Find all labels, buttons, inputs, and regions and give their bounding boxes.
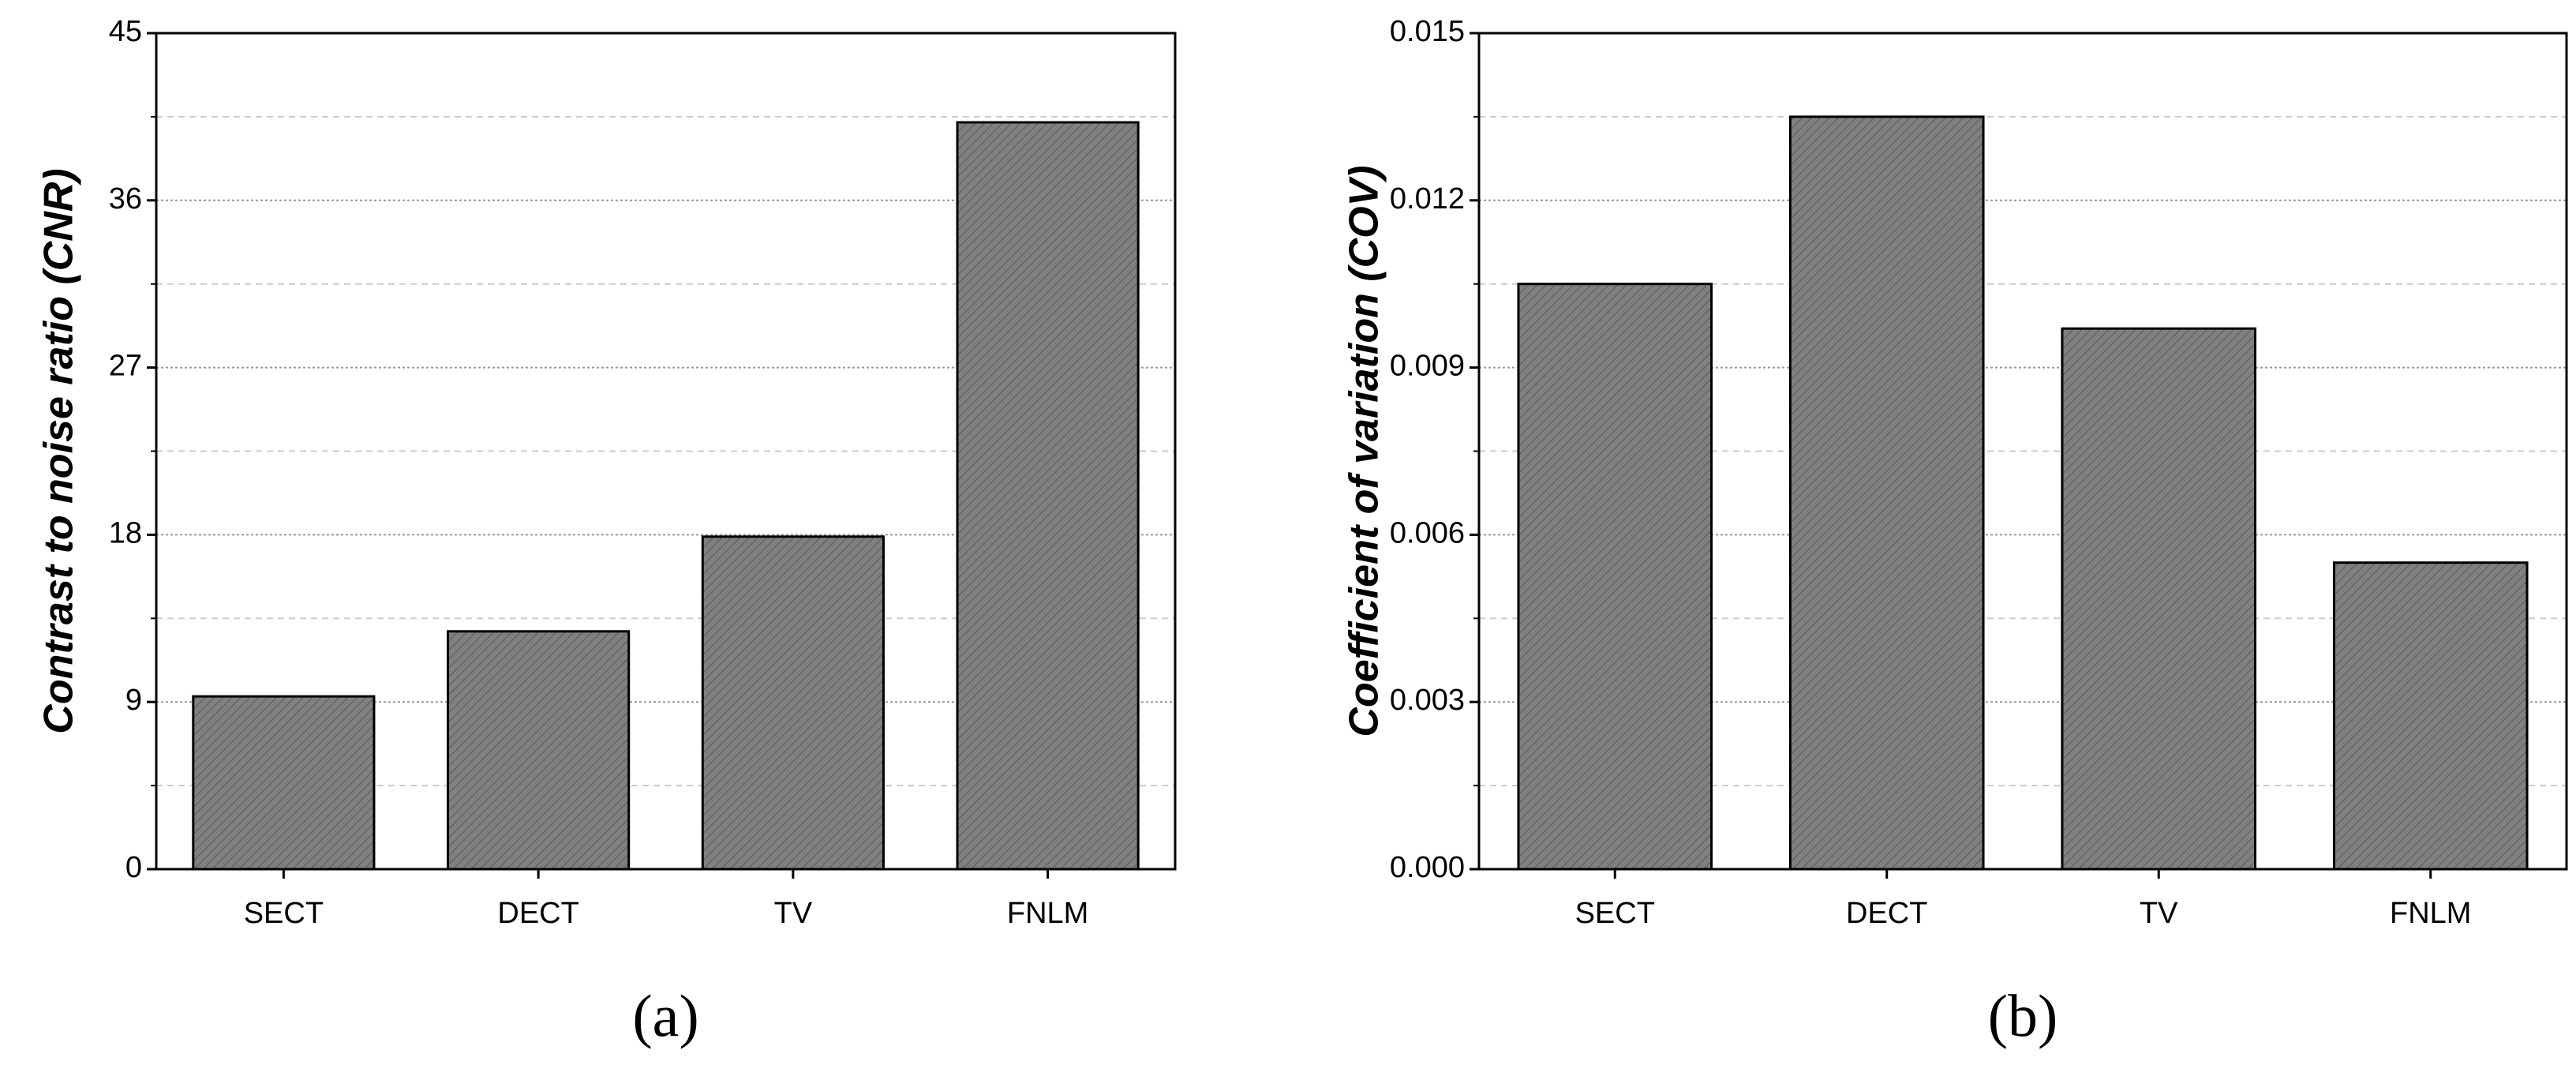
y-tick-label: 45 [109, 15, 142, 48]
y-tick-label: 18 [109, 516, 142, 549]
plot-frame [1477, 32, 2568, 871]
bar [701, 535, 885, 871]
y-tick-label: 9 [125, 684, 142, 717]
caption: (a) [632, 983, 698, 1049]
bar [2332, 561, 2529, 871]
bar [1788, 115, 1985, 871]
y-axis-label: Contrast to noise ratio (CNR) [36, 168, 82, 733]
bar [192, 695, 376, 871]
y-tick-label: 36 [109, 182, 142, 216]
y-tick-label: 0.009 [1390, 350, 1465, 383]
x-tick-label: SECT [1575, 897, 1655, 930]
x-tick-label: DECT [1846, 897, 1927, 930]
x-tick-label: TV [774, 897, 813, 930]
x-tick-label: FNLM [2390, 897, 2471, 930]
x-tick-label: DECT [497, 897, 578, 930]
bar [2061, 327, 2257, 871]
y-tick-label: 0.000 [1390, 851, 1465, 884]
y-axis-label: Coefficient of variation (COV) [1342, 165, 1387, 737]
x-tick-label: SECT [244, 897, 324, 930]
y-tick-label: 0.006 [1390, 516, 1465, 549]
bar [1517, 283, 1713, 871]
y-tick-label: 0.012 [1390, 182, 1465, 216]
caption: (b) [1988, 983, 2058, 1049]
x-tick-label: TV [2140, 897, 2178, 930]
bar [447, 630, 631, 871]
y-tick-label: 27 [109, 350, 142, 383]
y-tick-label: 0 [125, 851, 142, 884]
x-tick-label: FNLM [1007, 897, 1088, 930]
bar [956, 121, 1140, 871]
y-tick-label: 0.003 [1390, 684, 1465, 717]
y-tick-label: 0.015 [1390, 15, 1465, 48]
plot-frame [155, 32, 1177, 871]
